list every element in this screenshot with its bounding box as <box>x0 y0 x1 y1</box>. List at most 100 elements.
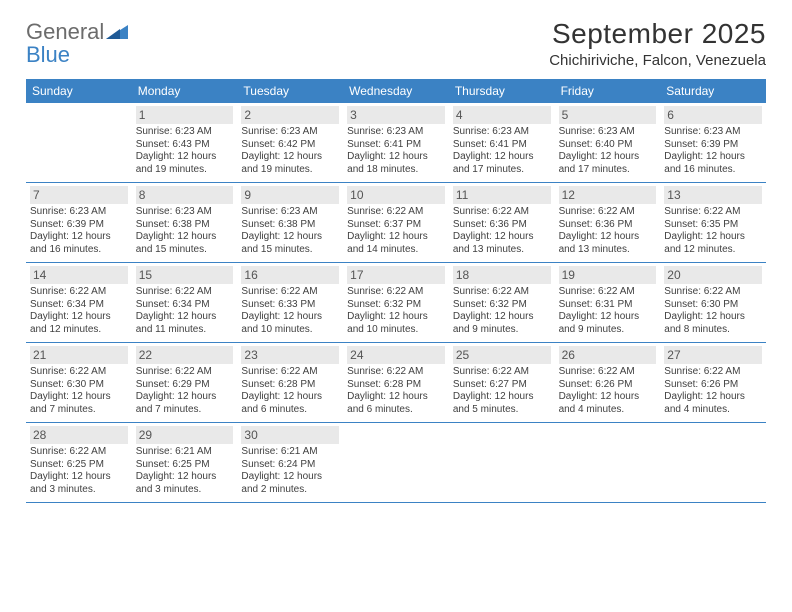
daylight-line: Daylight: 12 hours and 9 minutes. <box>559 311 657 336</box>
day-details: Sunrise: 6:22 AMSunset: 6:27 PMDaylight:… <box>453 366 551 416</box>
day-cell: 13Sunrise: 6:22 AMSunset: 6:35 PMDayligh… <box>660 183 766 262</box>
day-number: 14 <box>30 266 128 284</box>
sunrise-line: Sunrise: 6:22 AM <box>30 366 128 379</box>
day-cell: 15Sunrise: 6:22 AMSunset: 6:34 PMDayligh… <box>132 263 238 342</box>
logo: General Blue <box>26 20 130 66</box>
sunrise-line: Sunrise: 6:23 AM <box>241 126 339 139</box>
day-number: 9 <box>241 186 339 204</box>
sunrise-line: Sunrise: 6:22 AM <box>453 366 551 379</box>
week-row: 21Sunrise: 6:22 AMSunset: 6:30 PMDayligh… <box>26 343 766 423</box>
day-cell: 12Sunrise: 6:22 AMSunset: 6:36 PMDayligh… <box>555 183 661 262</box>
sunset-line: Sunset: 6:26 PM <box>559 379 657 392</box>
day-cell: 17 Sunrise: 6:22 AMSunset: 6:32 PMDayligh… <box>343 263 449 342</box>
header: General Blue September 2025 Chichirivich… <box>26 18 766 69</box>
day-number: 28 <box>30 426 128 444</box>
sunrise-line: Sunrise: 6:22 AM <box>30 286 128 299</box>
sunrise-line: Sunrise: 6:23 AM <box>241 206 339 219</box>
day-cell: 6Sunrise: 6:23 AMSunset: 6:39 PMDaylight… <box>660 103 766 182</box>
day-number: 4 <box>453 106 551 124</box>
sunset-line: Sunset: 6:24 PM <box>241 459 339 472</box>
daylight-line: Daylight: 12 hours and 13 minutes. <box>453 231 551 256</box>
weekday-label: Thursday <box>449 79 555 103</box>
page: General Blue September 2025 Chichirivich… <box>0 0 792 503</box>
sunset-line: Sunset: 6:35 PM <box>664 219 762 232</box>
sunset-line: Sunset: 6:37 PM <box>347 219 445 232</box>
sunrise-line: Sunrise: 6:23 AM <box>453 126 551 139</box>
daylight-line: Daylight: 12 hours and 10 minutes. <box>347 311 445 336</box>
day-details: Sunrise: 6:23 AMSunset: 6:39 PMDaylight:… <box>30 206 128 256</box>
day-details: Sunrise: 6:22 AMSunset: 6:28 PMDaylight:… <box>347 366 445 416</box>
daylight-line: Daylight: 12 hours and 19 minutes. <box>136 151 234 176</box>
day-cell: 4Sunrise: 6:23 AMSunset: 6:41 PMDaylight… <box>449 103 555 182</box>
day-details: Sunrise: 6:21 AMSunset: 6:24 PMDaylight:… <box>241 446 339 496</box>
day-details: Sunrise: 6:22 AMSunset: 6:32 PMDaylight:… <box>453 286 551 336</box>
daylight-line: Daylight: 12 hours and 4 minutes. <box>664 391 762 416</box>
day-number: 13 <box>664 186 762 204</box>
daylight-line: Daylight: 12 hours and 11 minutes. <box>136 311 234 336</box>
sunrise-line: Sunrise: 6:23 AM <box>136 126 234 139</box>
sunrise-line: Sunrise: 6:23 AM <box>347 126 445 139</box>
sunrise-line: Sunrise: 6:22 AM <box>347 286 445 299</box>
daylight-line: Daylight: 12 hours and 6 minutes. <box>347 391 445 416</box>
week-row: 28Sunrise: 6:22 AMSunset: 6:25 PMDayligh… <box>26 423 766 503</box>
weekday-label: Monday <box>132 79 238 103</box>
daylight-line: Daylight: 12 hours and 8 minutes. <box>664 311 762 336</box>
week-row: 7Sunrise: 6:23 AMSunset: 6:39 PMDaylight… <box>26 183 766 263</box>
sunrise-line: Sunrise: 6:22 AM <box>664 286 762 299</box>
sunrise-line: Sunrise: 6:22 AM <box>241 286 339 299</box>
daylight-line: Daylight: 12 hours and 5 minutes. <box>453 391 551 416</box>
day-cell: 28Sunrise: 6:22 AMSunset: 6:25 PMDayligh… <box>26 423 132 502</box>
day-details: Sunrise: 6:23 AMSunset: 6:38 PMDaylight:… <box>136 206 234 256</box>
day-details: Sunrise: 6:22 AMSunset: 6:29 PMDaylight:… <box>136 366 234 416</box>
sunset-line: Sunset: 6:26 PM <box>664 379 762 392</box>
weekday-label: Saturday <box>660 79 766 103</box>
day-details: Sunrise: 6:22 AMSunset: 6:30 PMDaylight:… <box>664 286 762 336</box>
sunset-line: Sunset: 6:39 PM <box>664 139 762 152</box>
sunset-line: Sunset: 6:41 PM <box>453 139 551 152</box>
daylight-line: Daylight: 12 hours and 16 minutes. <box>664 151 762 176</box>
weekday-label: Friday <box>555 79 661 103</box>
day-cell: 22 Sunrise: 6:22 AMSunset: 6:29 PMDayligh… <box>132 343 238 422</box>
day-cell: 30Sunrise: 6:21 AMSunset: 6:24 PMDayligh… <box>237 423 343 502</box>
day-number: 8 <box>136 186 234 204</box>
sunrise-line: Sunrise: 6:22 AM <box>453 206 551 219</box>
day-details: Sunrise: 6:23 AMSunset: 6:38 PMDaylight:… <box>241 206 339 256</box>
logo-text: General Blue <box>26 20 130 66</box>
sunrise-line: Sunrise: 6:22 AM <box>347 206 445 219</box>
sunrise-line: Sunrise: 6:23 AM <box>664 126 762 139</box>
sunrise-line: Sunrise: 6:21 AM <box>136 446 234 459</box>
day-details: Sunrise: 6:23 AMSunset: 6:42 PMDaylight:… <box>241 126 339 176</box>
day-details: Sunrise: 6:22 AMSunset: 6:33 PMDaylight:… <box>241 286 339 336</box>
day-cell: 1Sunrise: 6:23 AMSunset: 6:43 PMDaylight… <box>132 103 238 182</box>
sunset-line: Sunset: 6:32 PM <box>453 299 551 312</box>
day-cell: 25Sunrise: 6:22 AMSunset: 6:27 PMDayligh… <box>449 343 555 422</box>
day-number: 21 <box>30 346 128 364</box>
day-details: Sunrise: 6:23 AMSunset: 6:41 PMDaylight:… <box>347 126 445 176</box>
sunset-line: Sunset: 6:42 PM <box>241 139 339 152</box>
day-cell: 26Sunrise: 6:22 AMSunset: 6:26 PMDayligh… <box>555 343 661 422</box>
daylight-line: Daylight: 12 hours and 12 minutes. <box>664 231 762 256</box>
day-details: Sunrise: 6:22 AMSunset: 6:26 PMDaylight:… <box>559 366 657 416</box>
day-number: 16 <box>241 266 339 284</box>
day-details: Sunrise: 6:22 AMSunset: 6:32 PMDaylight:… <box>347 286 445 336</box>
daylight-line: Daylight: 12 hours and 19 minutes. <box>241 151 339 176</box>
sunset-line: Sunset: 6:34 PM <box>30 299 128 312</box>
day-cell <box>660 423 766 502</box>
day-number: 27 <box>664 346 762 364</box>
sunrise-line: Sunrise: 6:22 AM <box>30 446 128 459</box>
sunrise-line: Sunrise: 6:22 AM <box>559 286 657 299</box>
sunset-line: Sunset: 6:33 PM <box>241 299 339 312</box>
day-details: Sunrise: 6:22 AMSunset: 6:28 PMDaylight:… <box>241 366 339 416</box>
day-number: 17 <box>347 266 445 284</box>
daylight-line: Daylight: 12 hours and 10 minutes. <box>241 311 339 336</box>
sunset-line: Sunset: 6:41 PM <box>347 139 445 152</box>
day-number: 18 <box>453 266 551 284</box>
day-cell: 11Sunrise: 6:22 AMSunset: 6:36 PMDayligh… <box>449 183 555 262</box>
sunset-line: Sunset: 6:25 PM <box>136 459 234 472</box>
day-number: 22 <box>136 346 234 364</box>
daylight-line: Daylight: 12 hours and 7 minutes. <box>136 391 234 416</box>
sunset-line: Sunset: 6:38 PM <box>241 219 339 232</box>
day-number: 2 <box>241 106 339 124</box>
logo-line1: General <box>26 19 104 44</box>
weeks-container: 1Sunrise: 6:23 AMSunset: 6:43 PMDaylight… <box>26 103 766 503</box>
